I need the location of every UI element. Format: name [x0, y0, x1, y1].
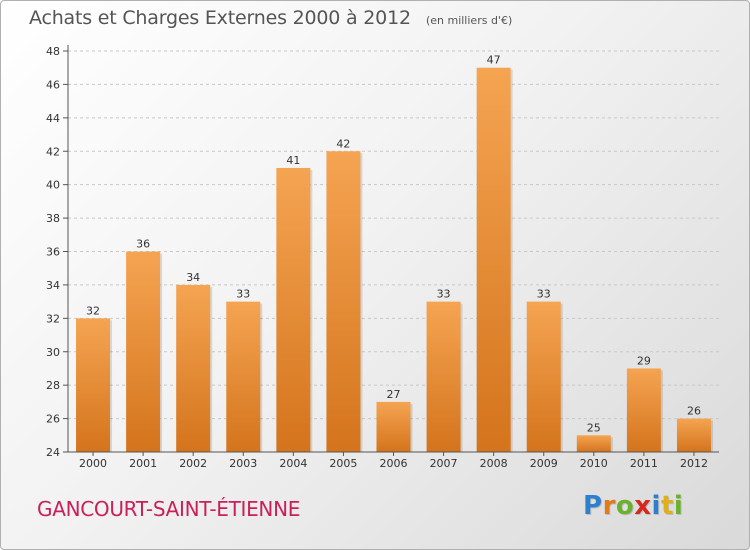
x-tick-label-2004: 2004 [279, 457, 307, 470]
value-label-2005: 42 [336, 137, 350, 150]
bar-2008 [476, 67, 511, 452]
y-tick-label: 38 [46, 212, 60, 225]
logo-letter: x [634, 491, 652, 521]
y-tick-label: 36 [46, 246, 60, 259]
y-tick-label: 44 [46, 112, 60, 125]
value-label-2008: 47 [487, 54, 501, 67]
logo-letter: r [602, 491, 616, 521]
value-label-2000: 32 [86, 304, 100, 317]
x-tick-label-2003: 2003 [229, 457, 257, 470]
x-tick-label-2007: 2007 [430, 457, 458, 470]
x-tick-label-2011: 2011 [630, 457, 658, 470]
x-tick-label-2000: 2000 [79, 457, 107, 470]
commune-name: GANCOURT-SAINT-ÉTIENNE [37, 497, 301, 521]
value-label-2009: 33 [537, 288, 551, 301]
x-tick-label-2006: 2006 [380, 457, 408, 470]
bar-2003 [226, 301, 261, 452]
bar-2005 [326, 151, 361, 452]
bar-2011 [626, 368, 661, 452]
bars [76, 67, 713, 453]
y-tick-label: 42 [46, 145, 60, 158]
y-tick-label: 32 [46, 312, 60, 325]
value-label-2006: 27 [387, 388, 401, 401]
x-tick-label-2001: 2001 [129, 457, 157, 470]
bar-2001 [126, 251, 161, 452]
x-tick-label-2009: 2009 [530, 457, 558, 470]
value-label-2011: 29 [637, 354, 651, 367]
y-tick-label: 26 [46, 413, 60, 426]
value-label-2007: 33 [437, 288, 451, 301]
logo-letter: P [583, 491, 603, 521]
chart-subtitle: (en milliers d'€) [425, 14, 513, 27]
bar-2010 [576, 435, 611, 452]
x-tick-label-2002: 2002 [179, 457, 207, 470]
chart-title: Achats et Charges Externes 2000 à 2012 [29, 7, 411, 29]
x-tick-label-2008: 2008 [480, 457, 508, 470]
y-tick-label: 24 [46, 446, 60, 459]
proxiti-logo: Proxiti [583, 491, 683, 521]
title-row: Achats et Charges Externes 2000 à 2012 (… [29, 7, 512, 29]
bar-2006 [376, 401, 411, 452]
axes [63, 45, 719, 456]
bar-2002 [176, 284, 211, 452]
x-tick-label-2005: 2005 [329, 457, 357, 470]
labels: 24 26 28 30 32 34 36 38 40 42 44 46 48 32 2000 36 2001 34… [46, 45, 708, 470]
logo-letter: o [615, 491, 635, 521]
bar-2012 [676, 418, 711, 452]
value-label-2010: 25 [587, 421, 601, 434]
bar-2009 [526, 301, 561, 452]
grid-lines [68, 50, 719, 420]
logo-letter: i [651, 491, 661, 521]
logo-letter: t [660, 491, 674, 521]
y-tick-label: 34 [46, 279, 60, 292]
x-tick-label-2012: 2012 [680, 457, 708, 470]
x-tick-label-2010: 2010 [580, 457, 608, 470]
y-tick-label: 46 [46, 78, 60, 91]
value-label-2004: 41 [286, 154, 300, 167]
value-label-2001: 36 [136, 238, 150, 251]
bar-2000 [76, 318, 111, 452]
bar-2004 [276, 167, 311, 453]
y-tick-label: 30 [46, 346, 60, 359]
bar-2007 [426, 301, 461, 452]
value-label-2002: 34 [186, 271, 200, 284]
y-tick-label: 28 [46, 379, 60, 392]
y-tick-label: 40 [46, 179, 60, 192]
logo-letter: i [673, 491, 684, 521]
y-tick-label: 48 [46, 45, 60, 58]
value-label-2012: 26 [687, 405, 701, 418]
value-label-2003: 33 [236, 288, 250, 301]
